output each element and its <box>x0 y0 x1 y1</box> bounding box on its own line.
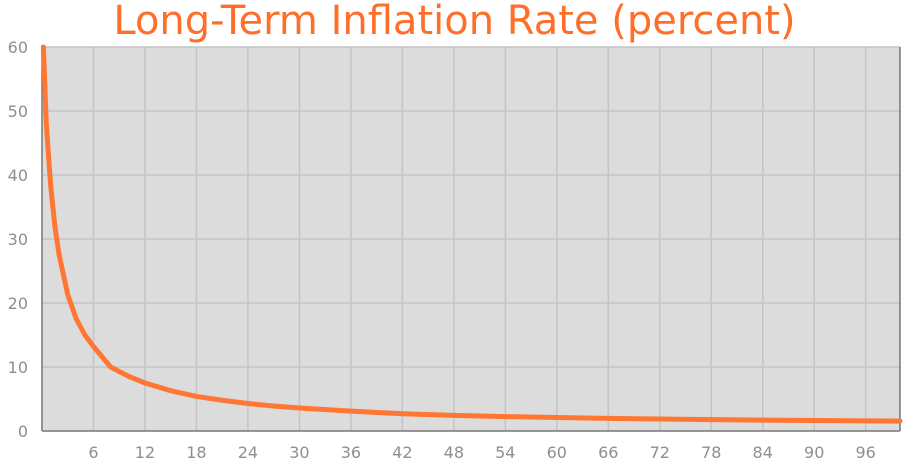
y-tick-label: 50 <box>8 102 28 121</box>
x-tick-label: 66 <box>598 443 618 462</box>
y-tick-label: 20 <box>8 294 28 313</box>
tick-labels: 0 10 20 30 40 50 60 6 12 18 24 30 36 42 48 54 60 66 72 78 84… <box>8 38 876 462</box>
x-tick-label: 36 <box>341 443 361 462</box>
y-tick-label: 10 <box>8 358 28 377</box>
x-tick-label: 54 <box>495 443 515 462</box>
x-tick-label: 12 <box>135 443 155 462</box>
x-tick-label: 84 <box>753 443 773 462</box>
series-line <box>40 44 903 424</box>
x-tick-label: 78 <box>701 443 721 462</box>
x-tick-label: 24 <box>238 443 258 462</box>
x-tick-label: 18 <box>186 443 206 462</box>
axes <box>41 47 901 432</box>
x-tick-label: 48 <box>444 443 464 462</box>
chart-title: Long-Term Inflation Rate (percent) <box>113 0 796 44</box>
x-tick-label: 30 <box>289 443 309 462</box>
y-tick-label: 40 <box>8 166 28 185</box>
x-tick-label: 42 <box>392 443 412 462</box>
grid-lines <box>42 46 900 431</box>
x-tick-label: 96 <box>856 443 876 462</box>
x-tick-label: 72 <box>650 443 670 462</box>
y-tick-label: 60 <box>8 38 28 57</box>
y-tick-label: 0 <box>18 422 28 441</box>
x-tick-label: 90 <box>804 443 824 462</box>
y-tick-label: 30 <box>8 230 28 249</box>
x-tick-label: 60 <box>547 443 567 462</box>
x-tick-label: 6 <box>88 443 98 462</box>
